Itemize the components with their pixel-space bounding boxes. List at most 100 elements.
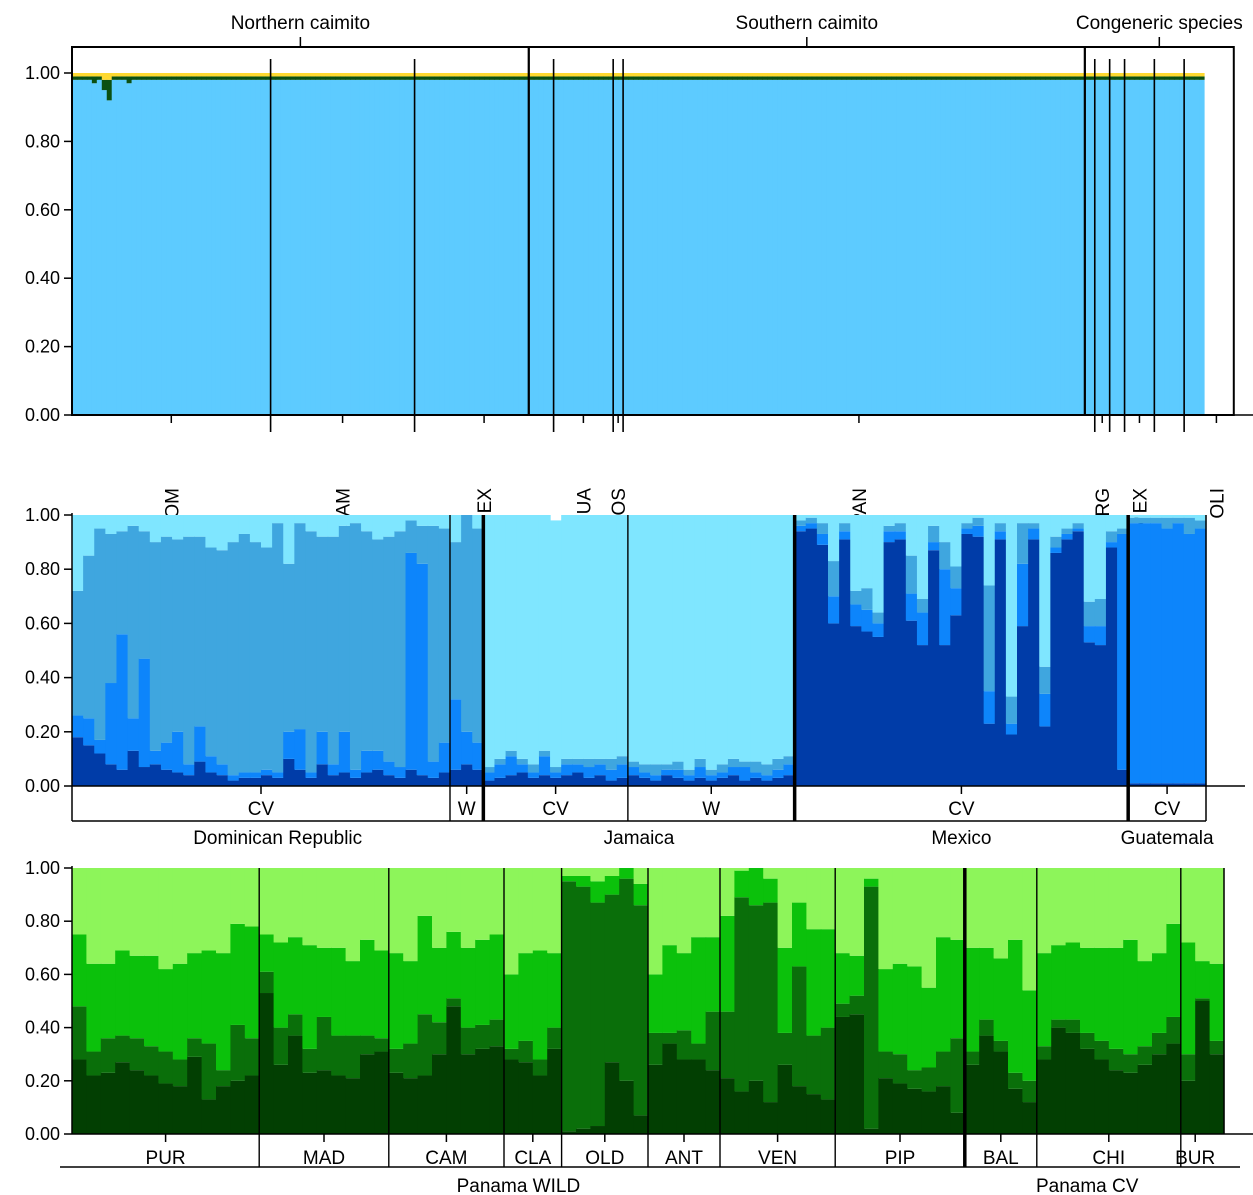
bar-segment (106, 79, 113, 101)
bar-segment (172, 515, 184, 540)
bar-segment (295, 73, 301, 77)
bar-segment (1040, 79, 1046, 415)
category-label: CHI (1092, 1148, 1125, 1169)
bar-segment (158, 868, 174, 970)
bar-segment (504, 1048, 519, 1060)
bar-segment (316, 764, 329, 786)
bar-segment (921, 73, 927, 77)
bar-segment (327, 536, 340, 765)
bar-segment (676, 868, 692, 954)
bar-segment (171, 73, 177, 77)
bar-segment (1129, 73, 1136, 77)
bar-segment (1015, 73, 1021, 77)
bar-segment (667, 79, 674, 415)
bar-segment (459, 79, 465, 415)
bar-segment (270, 76, 277, 80)
bar-segment (245, 76, 252, 80)
bar-segment (605, 780, 618, 786)
bar-segment (603, 79, 609, 415)
bar-segment (691, 868, 707, 938)
bar-segment (1005, 696, 1018, 724)
bar-segment (364, 73, 371, 77)
bar-segment (432, 947, 447, 1023)
bar-segment (628, 76, 634, 80)
bar-segment (692, 76, 699, 80)
bar-segment (166, 73, 172, 77)
bar-segment (850, 626, 862, 786)
bar-segment (791, 73, 798, 77)
bar-segment (1128, 523, 1140, 784)
bar-segment (928, 515, 940, 526)
y-tick-label: 0.60 (25, 613, 60, 633)
bar-segment (547, 1027, 563, 1049)
bar-segment (424, 73, 431, 77)
bar-segment (484, 73, 490, 77)
bar-segment (146, 73, 153, 77)
bar-segment (792, 902, 807, 967)
category-label: PIP (885, 1148, 916, 1169)
bar-segment (280, 73, 287, 77)
bar-segment (1028, 528, 1040, 540)
bar-segment (454, 76, 460, 80)
bar-segment (694, 777, 707, 786)
bar-segment (1172, 783, 1185, 786)
bar-segment (350, 73, 356, 77)
bar-segment (1099, 73, 1106, 77)
bar-segment (194, 515, 207, 537)
bar-segment (360, 939, 375, 1036)
bar-segment (1039, 726, 1051, 786)
bar-segment (532, 1059, 548, 1076)
bar-segment (1084, 79, 1091, 415)
bar-segment (201, 1099, 217, 1134)
bar-segment (975, 73, 982, 77)
bar-segment (364, 79, 371, 415)
bar-segment (916, 612, 929, 646)
bar-segment (972, 515, 985, 518)
bar-segment (1154, 73, 1160, 77)
bar-segment (558, 76, 565, 80)
bar-segment (712, 76, 719, 80)
bar-segment (836, 73, 843, 77)
bar-segment (183, 536, 195, 765)
bar-segment (676, 1059, 692, 1134)
bar-segment (777, 79, 783, 415)
bar-segment (1022, 1102, 1038, 1134)
bar-segment (472, 528, 484, 743)
bar-segment (767, 76, 773, 80)
bar-segment (1108, 947, 1124, 1049)
bar-segment (950, 73, 957, 77)
bar-segment (1109, 73, 1116, 77)
bar-segment (761, 764, 774, 776)
bar-segment (1194, 528, 1207, 784)
bar-segment (300, 76, 306, 80)
bar-segment (672, 777, 685, 786)
bar-segment (783, 756, 796, 765)
bar-segment (127, 515, 140, 526)
bar-segment (389, 79, 396, 415)
bar-segment (627, 515, 640, 762)
bar-segment (1025, 73, 1031, 77)
bar-segment (603, 76, 609, 80)
bar-segment (561, 881, 577, 1132)
bar-segment (777, 868, 793, 948)
bar-segment (604, 1062, 620, 1134)
bar-segment (901, 73, 907, 77)
bar-segment (505, 775, 518, 786)
bar-segment (116, 634, 129, 770)
bar-segment (1079, 73, 1086, 77)
bar-segment (399, 73, 406, 77)
bar-segment (705, 937, 721, 1012)
bar-segment (772, 515, 785, 759)
bar-segment (638, 79, 644, 415)
bar-segment (1030, 76, 1036, 80)
bar-segment (384, 79, 391, 415)
bar-segment (835, 1003, 851, 1017)
bar-segment (259, 868, 275, 935)
bar-segment (972, 536, 985, 786)
bar-segment (550, 777, 562, 786)
bar-segment (450, 515, 462, 543)
bar-segment (572, 764, 585, 773)
bar-segment (618, 76, 624, 80)
bar-segment (623, 79, 629, 415)
bar-segment (446, 998, 462, 1007)
